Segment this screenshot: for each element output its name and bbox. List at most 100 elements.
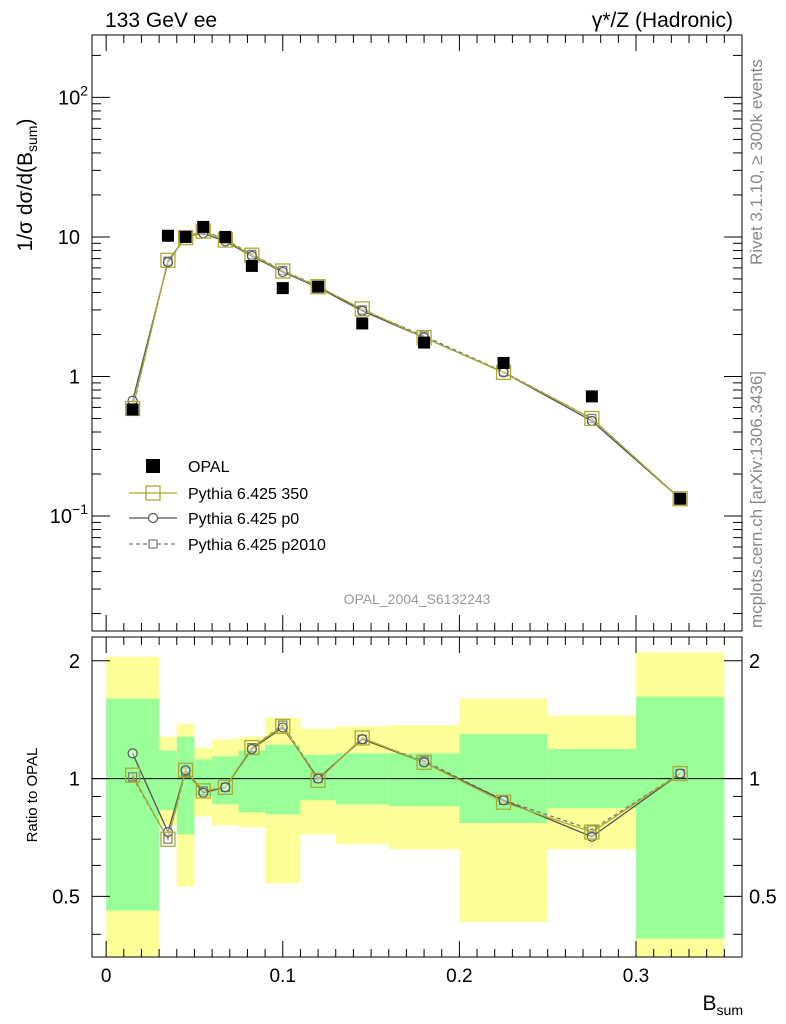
main-plot-content xyxy=(124,220,688,507)
opal-data-point xyxy=(126,403,139,416)
opal-data-point xyxy=(418,336,431,349)
legend: OPAL Pythia 6.425 350 Pythia 6.425 p0 Py… xyxy=(129,459,326,554)
main-y-axis-label: 1/σ dσ/d(Bsum) xyxy=(14,119,40,252)
ratio-y-tick-label-left: 0.5 xyxy=(52,886,80,908)
y-tick-label: 1 xyxy=(69,366,80,388)
y-tick-label: 10−1 xyxy=(50,501,88,528)
opal-data-point xyxy=(245,259,258,272)
ratio-band-inner xyxy=(176,736,195,835)
y-tick-base: 10 xyxy=(58,87,80,109)
mcplots-label: mcplots.cern.ch [arXiv:1306.3436] xyxy=(747,371,766,628)
ratio-series-point xyxy=(354,730,370,746)
ratio-series-point xyxy=(180,765,191,776)
x-tick-label: 0.2 xyxy=(446,966,472,987)
x-tick-label: 0.1 xyxy=(270,966,296,987)
ratio-series-point xyxy=(220,782,231,793)
series-point xyxy=(162,257,174,268)
legend-p2010-marker xyxy=(148,539,158,549)
series-point xyxy=(277,266,288,278)
rivet-version-label: Rivet 3.1.10, ≥ 300k events xyxy=(747,59,766,265)
ratio-series-point xyxy=(416,754,432,771)
opal-data-point xyxy=(497,356,510,369)
y-label-sub: sum xyxy=(24,126,40,152)
series-point xyxy=(584,410,600,427)
ratio-y-axis-label: Ratio to OPAL xyxy=(24,748,41,843)
header-left-label: 133 GeV ee xyxy=(105,9,217,32)
ratio-y-tick-label-right: 0.5 xyxy=(749,886,777,908)
x-label-main: B xyxy=(703,992,717,1015)
series-point xyxy=(310,279,326,295)
legend-opal-label: OPAL xyxy=(188,459,230,476)
x-tick-label: 0 xyxy=(101,966,112,987)
opal-data-point xyxy=(356,317,369,330)
ratio-series-point xyxy=(244,739,260,756)
ratio-y-tick-label-right: 2 xyxy=(749,651,760,673)
series-point xyxy=(275,263,291,279)
main-frame xyxy=(91,34,743,632)
ratio-y-tick-label-left: 1 xyxy=(69,769,80,791)
opal-data-point xyxy=(674,492,687,505)
ratio-series-point xyxy=(277,722,288,733)
series-point xyxy=(160,252,176,268)
ratio-series-point xyxy=(672,765,688,782)
ratio-series-point xyxy=(198,787,209,798)
y-tick-exponent: 2 xyxy=(80,82,88,98)
ratio-series-point xyxy=(195,783,211,799)
series-point xyxy=(498,367,509,378)
legend-p350-label: Pythia 6.425 350 xyxy=(188,486,308,503)
ratio-y-tick-label-left: 2 xyxy=(69,651,80,673)
analysis-watermark: OPAL_2004_S6132243 xyxy=(344,591,491,607)
y-tick-label: 10 xyxy=(58,227,80,249)
ratio-band-inner xyxy=(636,696,725,939)
legend-p350-marker xyxy=(145,485,161,501)
series-point xyxy=(246,250,257,262)
series-point xyxy=(354,301,370,317)
header-right-label: γ*/Z (Hadronic) xyxy=(592,9,733,32)
ratio-series-point xyxy=(357,734,368,745)
ratio-series-point xyxy=(128,772,138,782)
ratio-series-point xyxy=(124,767,141,783)
ratio-series-point xyxy=(584,824,600,840)
ratio-panel: 0 0.1 0.2 0.3 0.5 0.5 1 1 2 2 Ratio to OPAL Bsum xyxy=(24,636,777,1018)
x-tick-label: 0.3 xyxy=(623,966,649,987)
ratio-series-point xyxy=(310,772,326,788)
ratio-series-point xyxy=(246,743,257,755)
ratio-axis-ticks: 0 0.1 0.2 0.3 0.5 0.5 1 1 2 2 xyxy=(52,637,777,987)
legend-p2010-label: Pythia 6.425 p2010 xyxy=(188,537,326,554)
ratio-plot-content xyxy=(92,652,742,957)
ratio-series-point xyxy=(418,757,430,768)
ratio-frame xyxy=(91,636,743,958)
ratio-series-point xyxy=(163,834,173,844)
ratio-series-line xyxy=(132,725,681,841)
ratio-band-inner xyxy=(265,744,301,815)
ratio-series-point xyxy=(177,762,194,778)
y-tick-base: 1 xyxy=(69,366,80,388)
ratio-series-point xyxy=(312,773,324,784)
ratio-series-point xyxy=(160,831,176,847)
y-label-close: ) xyxy=(14,119,37,126)
x-axis-label: Bsum xyxy=(703,992,743,1018)
series-point xyxy=(672,491,688,507)
ratio-series-point xyxy=(498,795,509,806)
legend-opal-marker xyxy=(146,459,160,473)
y-tick-exponent: −1 xyxy=(72,501,88,517)
ratio-series-point xyxy=(217,779,234,795)
opal-data-point xyxy=(179,230,192,243)
opal-data-point xyxy=(312,280,325,293)
ratio-series-point xyxy=(275,718,291,734)
ratio-series-point xyxy=(675,768,686,779)
ratio-series-point xyxy=(587,825,597,835)
opal-data-point xyxy=(219,230,232,243)
ratio-series-point xyxy=(127,748,138,759)
opal-data-point xyxy=(161,229,174,242)
opal-data-point xyxy=(585,390,598,403)
y-label-main: 1/σ dσ/d(B xyxy=(14,152,37,251)
y-tick-base: 10 xyxy=(50,506,72,528)
ratio-y-tick-label-right: 1 xyxy=(749,769,760,791)
legend-p0-marker xyxy=(147,512,159,524)
ratio-series-point xyxy=(495,794,512,810)
series-point xyxy=(177,229,194,246)
opal-data-point xyxy=(197,220,210,233)
